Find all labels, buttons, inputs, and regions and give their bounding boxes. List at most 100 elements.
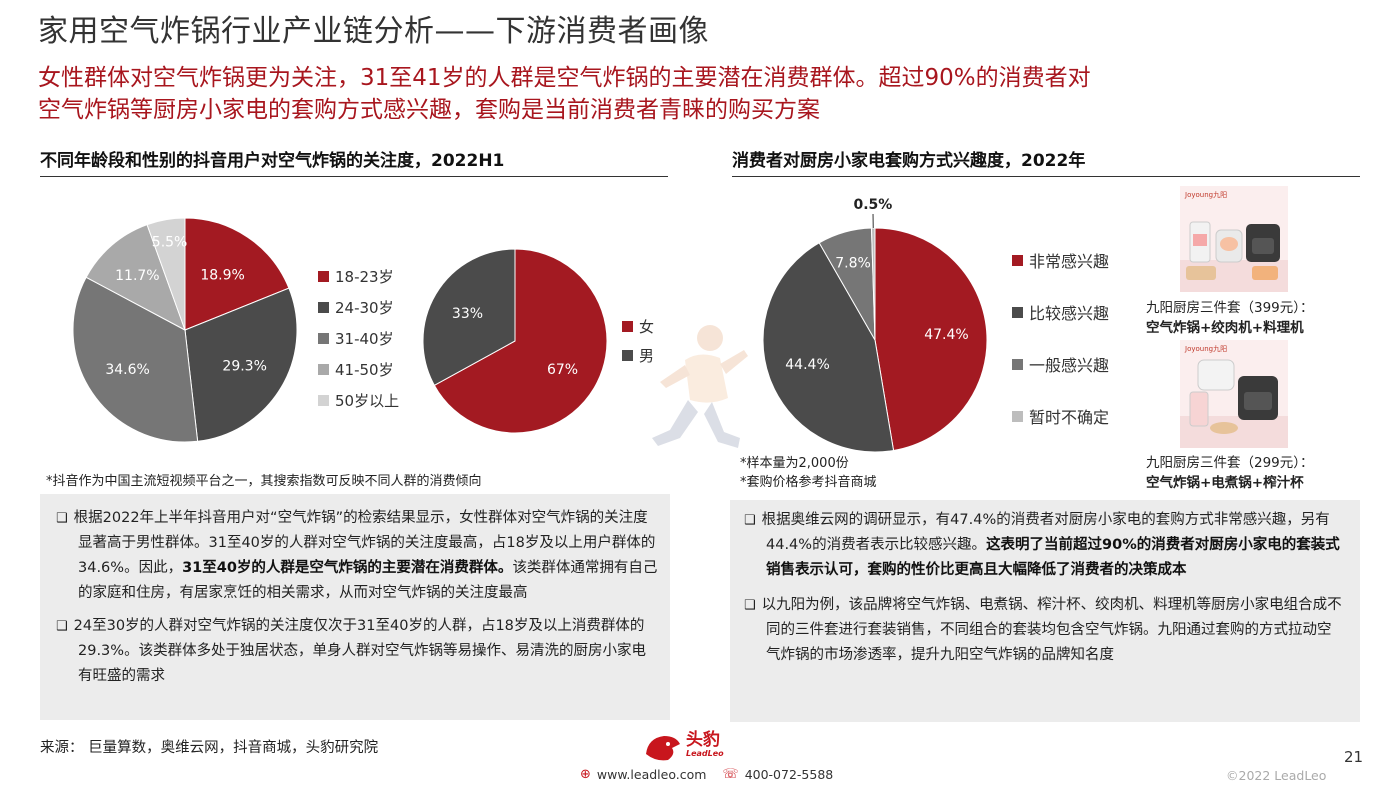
legend-label: 比较感兴趣 <box>1029 304 1110 323</box>
mascot-illustration <box>652 325 748 448</box>
left-section-title: 不同年龄段和性别的抖音用户对空气炸锅的关注度，2022H1 <box>40 151 505 171</box>
gender-legend-item: 男 <box>622 345 654 366</box>
legend-label: 24-30岁 <box>335 299 394 317</box>
age-legend-item: 24-30岁 <box>318 297 399 318</box>
website-link[interactable]: www.leadleo.com <box>596 767 707 782</box>
subtitle-line-1: 女性群体对空气炸锅更为关注，31至41岁的人群是空气炸锅的主要潜在消费群体。超过… <box>38 65 1091 91</box>
left-note: *抖音作为中国主流短视频平台之一，其搜索指数可反映不同人群的消费倾向 <box>46 474 482 489</box>
product-2-items: 空气炸锅+电煮锅+榨汁杯 <box>1146 475 1304 491</box>
checkbox-icon: ❑ <box>744 598 756 613</box>
price-note: *套购价格参考抖音商城 <box>740 475 877 490</box>
subtitle-line-2: 空气炸锅等厨房小家电的套购方式感兴趣，套购是当前消费者青睐的购买方案 <box>38 97 820 123</box>
bullet-text: 以九阳为例，该品牌将空气炸锅、电煮锅、榨汁杯、绞肉机、料理机等厨房小家电组合成不… <box>761 597 1342 663</box>
phone-icon: ☏ <box>722 767 739 782</box>
interest-legend-item: 一般感兴趣 <box>1012 352 1109 376</box>
legend-swatch <box>1012 254 1023 266</box>
right-bullet-1: ❑ 根据奥维云网的调研显示，有47.4%的消费者对厨房小家电的套购方式非常感兴趣，… <box>742 508 1344 583</box>
pie-data-label: 44.4% <box>785 357 829 373</box>
left-section-rule <box>40 176 668 177</box>
legend-label: 女 <box>639 318 655 336</box>
legend-swatch <box>1012 358 1023 370</box>
interest-legend-item: 比较感兴趣 <box>1012 300 1109 324</box>
legend-swatch <box>1012 306 1023 318</box>
legend-label: 18-23岁 <box>335 268 394 286</box>
bullet-bold-text: 这表明了当前超过90%的消费者对厨房小家电的套装式销售表示认可，套购的性价比更高… <box>766 537 1340 578</box>
pie-slice <box>146 217 186 331</box>
pie-slice <box>184 217 290 331</box>
pie-data-label: 33% <box>452 306 483 322</box>
bullet-text: 该类群体通常拥有自己的家庭和住房，有居家烹饪的相关需求，从而对空气炸锅的关注度最… <box>78 560 658 601</box>
source-line: 来源： 巨量算数，奥维云网，抖音商城，头豹研究院 <box>40 740 379 756</box>
pie-data-label: 34.6% <box>105 362 149 378</box>
pie-data-label: 7.8% <box>835 255 871 271</box>
gender-pie-chart: 67% 33% <box>422 248 608 434</box>
page-title: 家用空气炸锅行业产业链分析——下游消费者画像 <box>38 14 709 49</box>
right-bullet-2: ❑ 以九阳为例，该品牌将空气炸锅、电煮锅、榨汁杯、绞肉机、料理机等厨房小家电组合成… <box>742 593 1344 668</box>
product-2-caption: 九阳厨房三件套（299元）： 空气炸锅+电煮锅+榨汁杯 <box>1146 453 1314 493</box>
checkbox-icon: ❑ <box>744 513 756 528</box>
pie-data-label: 29.3% <box>222 359 266 375</box>
left-bullet-box: ❑ 根据2022年上半年抖音用户对“空气炸锅”的检索结果显示，女性群体对空气炸锅的… <box>40 494 670 720</box>
bullet-text: 根据2022年上半年抖音用户对“空气炸锅”的检索结果显示，女性群体对空气炸锅的关… <box>73 510 656 576</box>
age-legend-item: 50岁以上 <box>318 390 399 411</box>
pie-data-label: 67% <box>547 362 578 378</box>
pie-data-label: 18.9% <box>200 267 244 283</box>
legend-swatch <box>318 364 329 375</box>
leopard-logo-icon <box>646 736 680 761</box>
legend-label: 非常感兴趣 <box>1029 252 1110 271</box>
page-number: 21 <box>1344 748 1364 766</box>
brand-logo-text: Joyoung九阳 <box>1184 190 1227 199</box>
legend-swatch <box>318 395 329 406</box>
globe-icon: ⊕ <box>580 767 591 782</box>
age-legend-item: 18-23岁 <box>318 266 399 287</box>
product-1-name: 九阳厨房三件套（399元）： <box>1146 300 1314 316</box>
bullet-text: 24至30岁的人群对空气炸锅的关注度仅次于31至40岁的人群，占18岁及以上消费… <box>73 618 647 684</box>
pie-data-label: 5.5% <box>152 235 188 251</box>
brand-logo-text: Joyoung九阳 <box>1184 344 1227 353</box>
gender-legend: 女 男 <box>622 316 654 366</box>
product-image-2: Joyoung九阳 <box>1180 340 1288 448</box>
pie-slice <box>422 248 516 387</box>
age-legend-item: 31-40岁 <box>318 328 399 349</box>
pie-slice <box>85 223 186 332</box>
interest-legend-item: 暂时不确定 <box>1012 404 1109 428</box>
gender-legend-item: 女 <box>622 316 654 337</box>
product-1-items: 空气炸锅+绞肉机+料理机 <box>1146 320 1304 336</box>
product-1-caption: 九阳厨房三件套（399元）： 空气炸锅+绞肉机+料理机 <box>1146 298 1314 338</box>
pie-data-label: 47.4% <box>924 327 968 343</box>
pie-slice <box>184 287 298 442</box>
age-legend: 18-23岁 24-30岁 31-40岁 41-50岁 50岁以上 <box>318 266 399 411</box>
legend-label: 50岁以上 <box>335 392 400 410</box>
legend-swatch <box>1012 410 1023 422</box>
pie-slice <box>870 227 876 341</box>
pie-slice <box>874 227 988 452</box>
checkbox-icon: ❑ <box>56 511 68 526</box>
right-notes: *样本量为2,000份 *套购价格参考抖音商城 <box>740 454 877 492</box>
age-pie-chart: 18.9% 29.3% 34.6% 11.7% 5.5% <box>72 217 298 443</box>
legend-swatch <box>622 321 633 332</box>
footer-contact: ⊕ www.leadleo.com ☏ 400-072-5588 <box>580 767 833 782</box>
legend-swatch <box>318 333 329 344</box>
checkbox-icon: ❑ <box>56 619 68 634</box>
product-image-1: Joyoung九阳 <box>1180 186 1288 292</box>
bullet-text: 根据奥维云网的调研显示，有47.4%的消费者对厨房小家电的套购方式非常感兴趣，另… <box>761 512 1330 553</box>
copyright: ©2022 LeadLeo <box>1226 768 1327 783</box>
pie-data-label: 11.7% <box>115 268 159 284</box>
age-legend-item: 41-50岁 <box>318 359 399 380</box>
footer-logo: 头豹 LeadLeo <box>642 730 724 764</box>
legend-label: 41-50岁 <box>335 361 394 379</box>
interest-legend: 非常感兴趣 比较感兴趣 一般感兴趣 暂时不确定 <box>1012 248 1109 428</box>
legend-label: 暂时不确定 <box>1029 408 1110 427</box>
bullet-bold-text: 31至40岁的人群是空气炸锅的主要潜在消费群体。 <box>182 560 513 576</box>
pie-slice <box>72 276 199 443</box>
pie-slice <box>433 248 608 434</box>
phone-number: 400-072-5588 <box>744 767 834 782</box>
interest-pie-chart: 47.4% 44.4% 7.8% 0.5% <box>762 197 988 453</box>
logo-cn-text: 头豹 <box>686 730 720 750</box>
left-bullet-2: ❑ 24至30岁的人群对空气炸锅的关注度仅次于31至40岁的人群，占18岁及以上消… <box>54 614 660 689</box>
legend-label: 男 <box>639 347 655 365</box>
pie-slice <box>762 242 895 453</box>
legend-swatch <box>622 350 633 361</box>
pie-data-label: 0.5% <box>854 197 893 213</box>
legend-swatch <box>318 271 329 282</box>
